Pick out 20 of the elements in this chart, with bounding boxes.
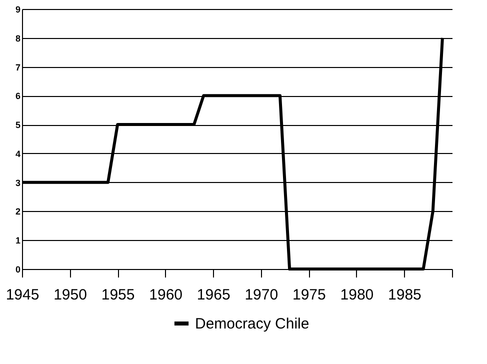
x-tick-label: 1975 [292, 286, 326, 304]
x-tick-label: 1955 [101, 286, 135, 304]
y-tick-label: 1 [15, 236, 20, 246]
x-tick-label: 1950 [54, 286, 87, 304]
x-tick-label: 1960 [149, 286, 183, 304]
x-tick-label: 1985 [388, 286, 422, 304]
x-tick-label: 1980 [340, 286, 374, 304]
y-tick-label: 4 [15, 148, 20, 159]
y-tick-label: 5 [15, 120, 20, 130]
y-tick-label: 3 [15, 178, 20, 188]
x-tick-label: 1945 [6, 286, 40, 304]
y-tick-label: 8 [15, 33, 20, 44]
y-tick-label: 9 [15, 4, 20, 14]
y-tick-label: 2 [15, 206, 20, 217]
x-tick-label: 1965 [196, 286, 230, 304]
x-tick-label: 1970 [244, 286, 278, 304]
y-tick-label: 6 [15, 91, 20, 102]
legend-label: Democracy Chile [195, 316, 310, 332]
y-tick-label: 0 [15, 264, 20, 274]
y-tick-label: 7 [15, 62, 20, 72]
